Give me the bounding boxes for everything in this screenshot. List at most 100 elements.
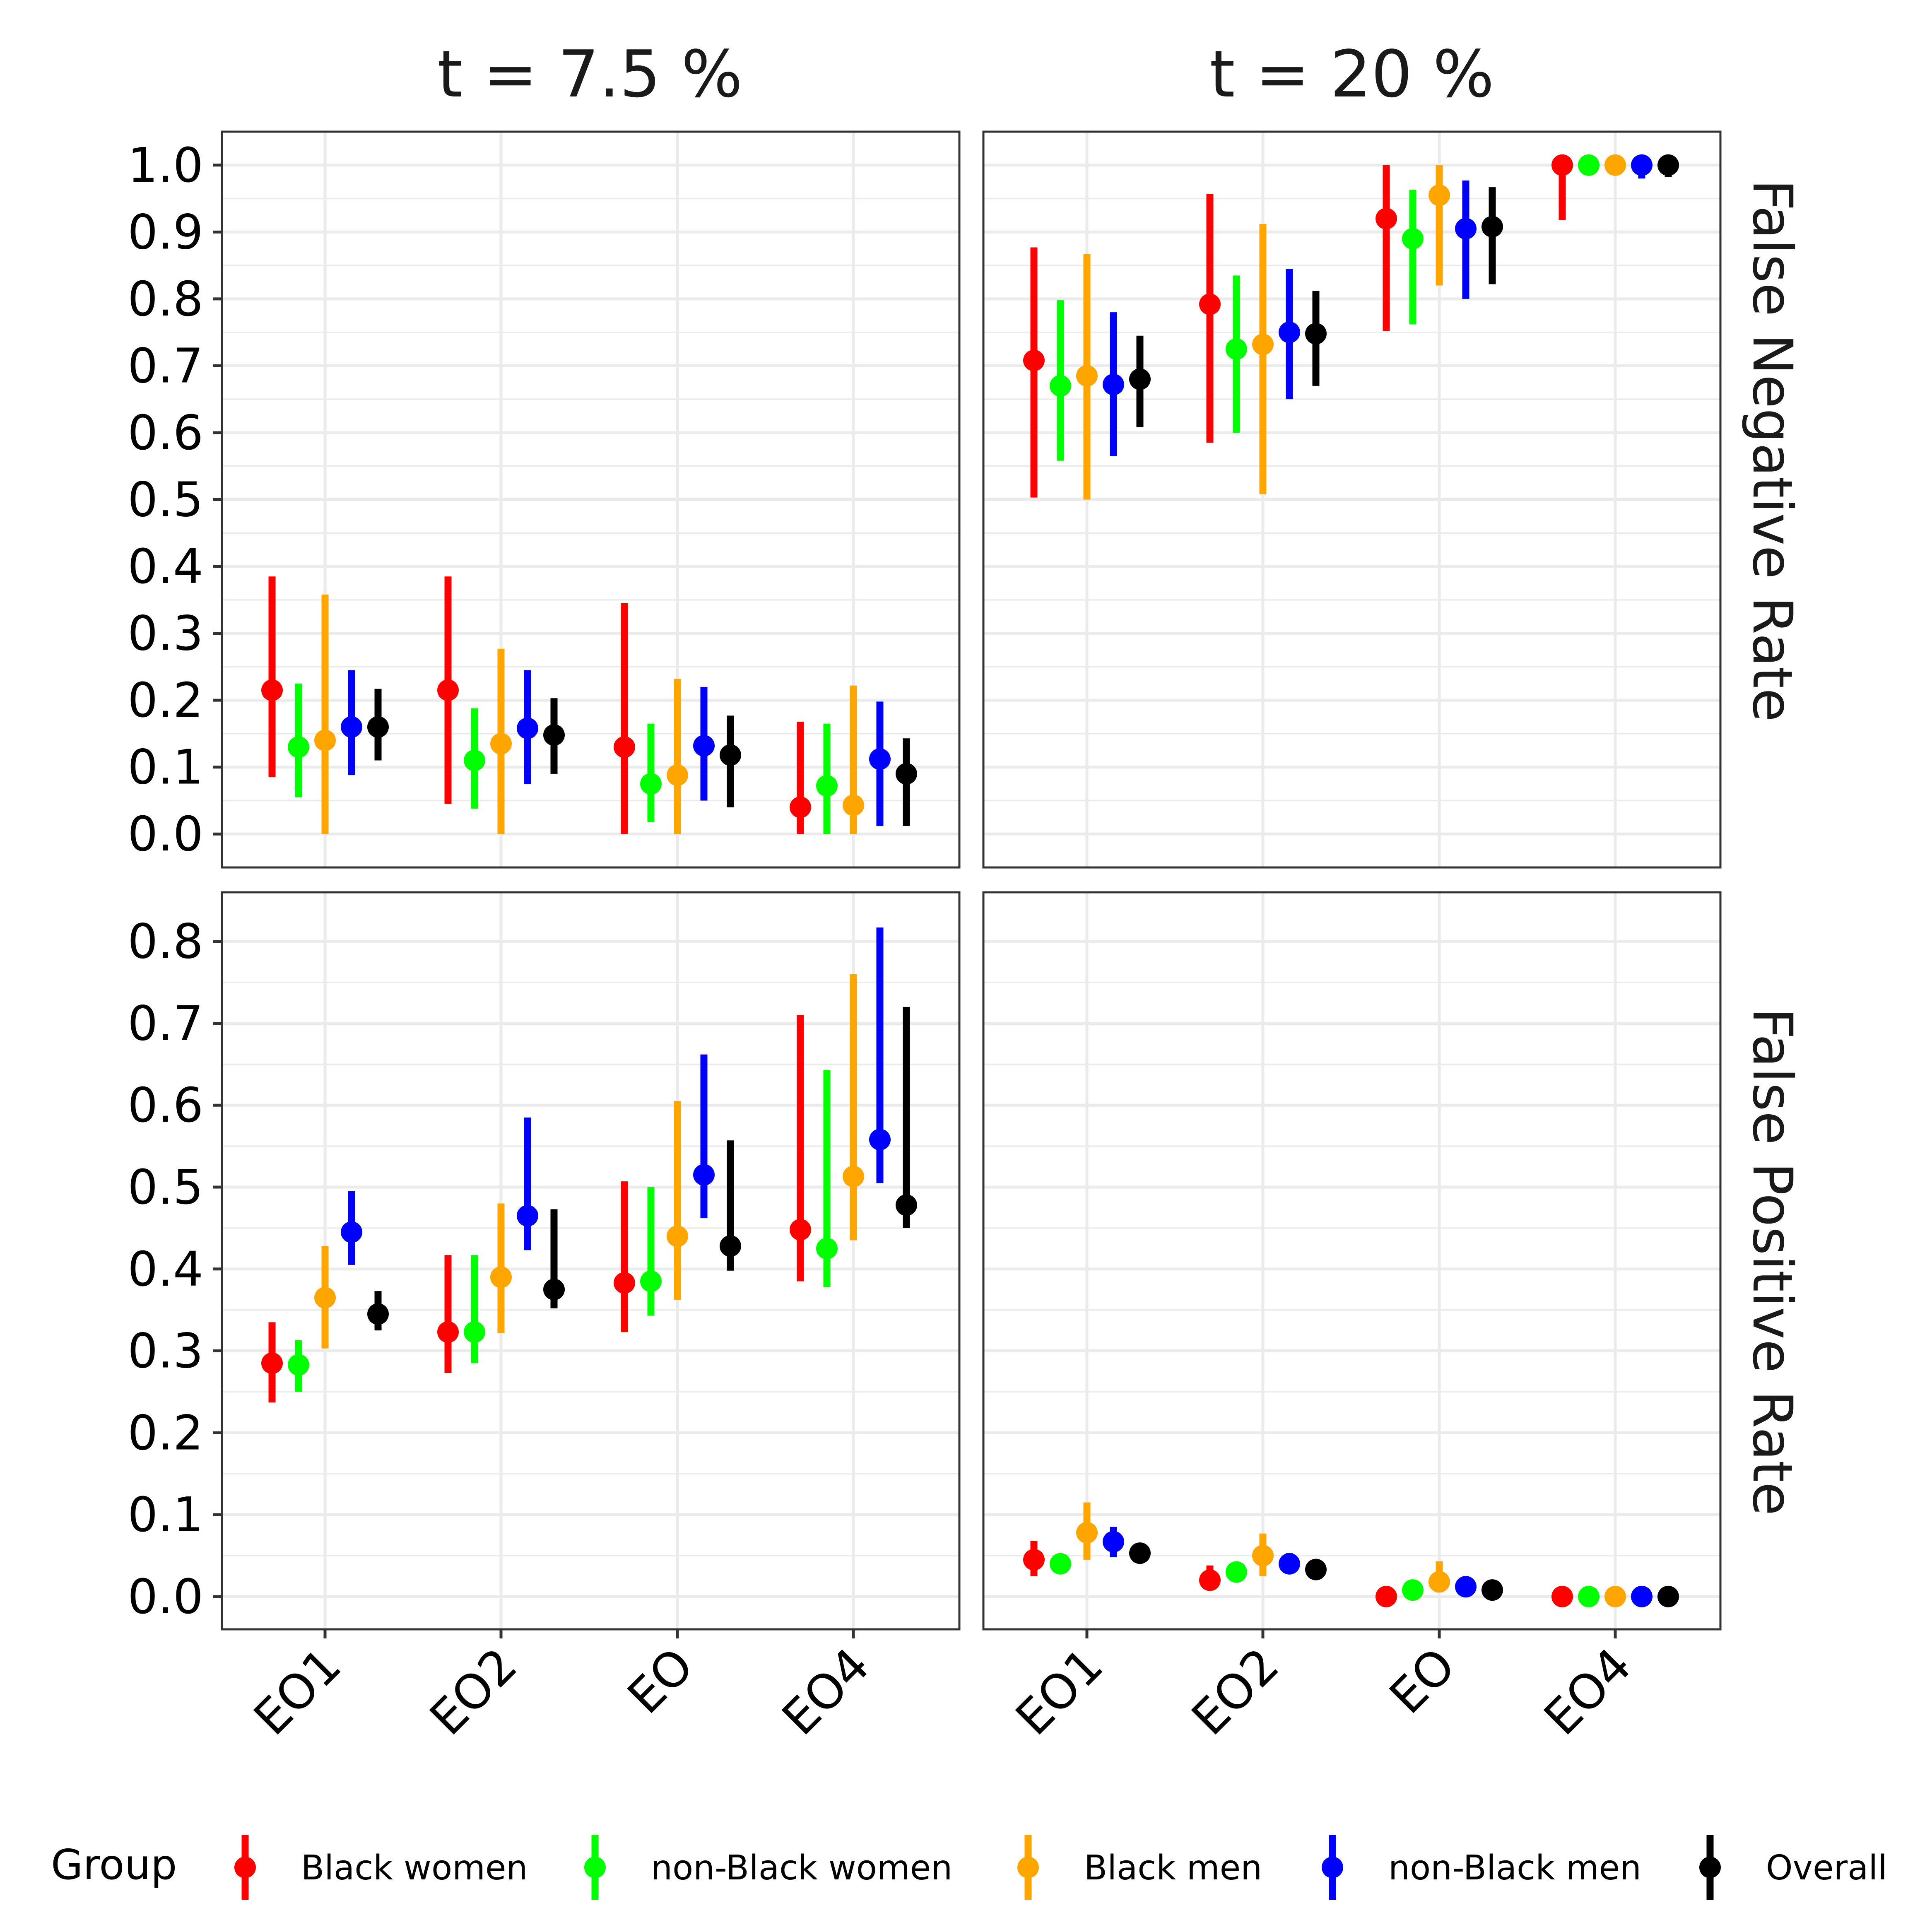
data-point xyxy=(816,1238,838,1260)
data-point xyxy=(288,736,309,758)
data-point xyxy=(464,749,485,771)
data-point xyxy=(1604,154,1626,176)
legend-title: Group xyxy=(51,1840,177,1889)
data-point xyxy=(1429,1571,1450,1593)
data-point xyxy=(1402,228,1424,250)
data-point xyxy=(314,1287,336,1308)
data-point xyxy=(896,763,917,785)
legend-key-point xyxy=(1322,1857,1343,1878)
data-point xyxy=(1279,321,1300,343)
data-point xyxy=(1482,216,1503,238)
data-point xyxy=(288,1354,309,1376)
y-tick-label: 0.0 xyxy=(128,807,203,862)
data-point xyxy=(543,724,565,746)
data-point xyxy=(1103,1531,1124,1553)
legend-item: Black men xyxy=(1017,1835,1262,1900)
data-point xyxy=(1103,373,1124,395)
data-point xyxy=(1076,1522,1098,1544)
data-point xyxy=(1279,1553,1300,1575)
data-point xyxy=(1631,1585,1653,1607)
legend-label: non-Black men xyxy=(1388,1848,1641,1888)
y-tick-label: 0.5 xyxy=(128,1160,203,1215)
data-point xyxy=(1376,1585,1397,1607)
data-point xyxy=(1199,293,1221,315)
data-point xyxy=(1226,1561,1247,1583)
y-tick-label: 0.4 xyxy=(128,539,203,595)
panel-border xyxy=(982,130,1722,869)
panel-marks xyxy=(1023,1502,1679,1607)
data-point xyxy=(490,1266,512,1288)
data-point xyxy=(1252,333,1274,355)
legend-key-point xyxy=(584,1857,606,1878)
legend-item: non-Black men xyxy=(1322,1835,1641,1900)
data-point xyxy=(1551,1585,1573,1607)
row-strip-label-1: False Negative Rate xyxy=(1740,179,1804,722)
data-point xyxy=(1657,1585,1679,1607)
panel-border xyxy=(221,891,961,1631)
panel-1: 0.0 0.1 0.2 0.3 0.4 0.5 0.6 0.7 0.8 0.9 1.0 xyxy=(128,130,961,869)
data-point xyxy=(517,1205,538,1227)
data-point xyxy=(437,679,459,701)
data-point xyxy=(1551,154,1573,176)
data-point xyxy=(490,733,512,755)
data-point xyxy=(667,1225,688,1247)
data-point xyxy=(1402,1579,1424,1601)
data-point xyxy=(1050,375,1071,397)
data-point xyxy=(869,1129,891,1151)
data-point xyxy=(1631,154,1653,176)
legend-key-point xyxy=(1699,1857,1721,1878)
data-point xyxy=(693,735,715,756)
panel-border xyxy=(982,891,1722,1631)
data-point xyxy=(1076,365,1098,387)
data-point xyxy=(517,717,538,739)
data-point xyxy=(869,748,891,770)
y-tick-label: 0.2 xyxy=(128,673,203,728)
data-point xyxy=(543,1279,565,1301)
data-point xyxy=(790,796,811,818)
y-tick-label: 0.8 xyxy=(128,914,203,970)
data-point xyxy=(261,679,283,701)
data-point xyxy=(614,1272,635,1294)
data-point xyxy=(1578,154,1600,176)
data-point xyxy=(1482,1579,1503,1601)
data-point xyxy=(1023,1549,1045,1571)
y-tick-label: 0.7 xyxy=(128,338,203,394)
data-point xyxy=(1455,1576,1477,1598)
data-point xyxy=(790,1219,811,1241)
data-point xyxy=(720,1235,741,1257)
legend-item: Overall xyxy=(1699,1835,1887,1900)
y-tick-label: 0.5 xyxy=(128,472,203,528)
data-point xyxy=(261,1352,283,1374)
legend: Black women non-Black women Black men non-B… xyxy=(234,1835,1887,1900)
panel-4: EO1 EO2 EO EO4 xyxy=(982,891,1722,1746)
data-point xyxy=(896,1194,917,1216)
panel-marks xyxy=(261,576,917,834)
data-point xyxy=(1199,1569,1221,1591)
legend-item: non-Black women xyxy=(584,1835,952,1900)
data-point xyxy=(1578,1585,1600,1607)
y-tick-label: 0.6 xyxy=(128,1078,203,1133)
data-point xyxy=(1657,154,1679,176)
legend-label: Black women xyxy=(301,1848,528,1888)
panel-background xyxy=(222,892,959,1629)
data-point xyxy=(1023,349,1045,371)
y-tick-label: 1.0 xyxy=(128,138,203,193)
data-point xyxy=(1429,184,1450,206)
data-point xyxy=(843,1166,864,1188)
panel-marks xyxy=(261,927,917,1403)
legend-item: Black women xyxy=(234,1835,528,1900)
data-point xyxy=(341,1221,362,1243)
y-tick-label: 0.1 xyxy=(128,1487,203,1543)
row-strip-label-2: False Positive Rate xyxy=(1740,1008,1804,1516)
y-tick-label: 0.7 xyxy=(128,996,203,1051)
panel-2 xyxy=(982,130,1722,869)
legend-label: Black men xyxy=(1084,1848,1262,1888)
data-point xyxy=(1305,1559,1327,1580)
data-point xyxy=(1455,218,1477,240)
legend-label: non-Black women xyxy=(651,1848,952,1888)
data-point xyxy=(614,736,635,758)
y-tick-label: 0.3 xyxy=(128,1324,203,1379)
legend-label: Overall xyxy=(1766,1848,1887,1888)
legend-key-point xyxy=(234,1857,256,1878)
